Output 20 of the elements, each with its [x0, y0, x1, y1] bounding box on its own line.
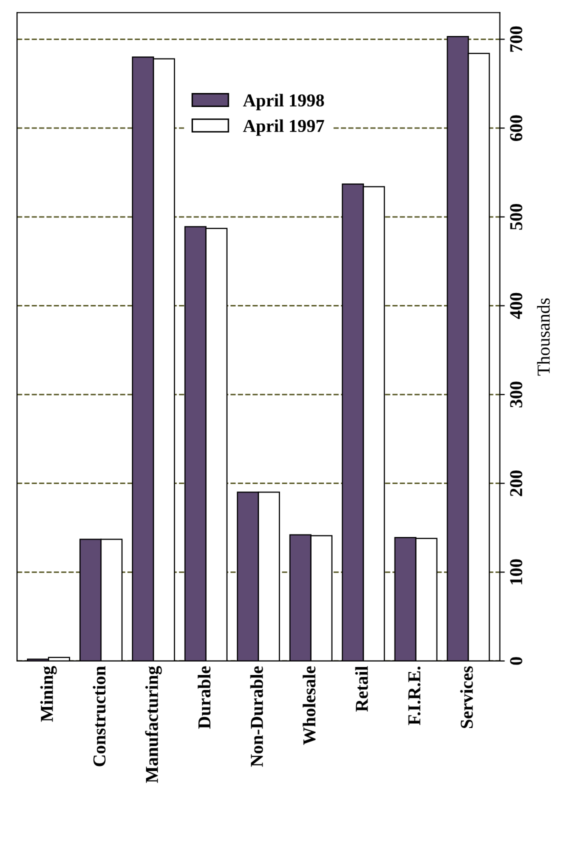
y-tick-label: 0 [510, 657, 522, 665]
x-tick-label: Services [460, 666, 473, 728]
y-axis-title: Thousands [537, 298, 550, 376]
x-tick-label: Durable [198, 666, 211, 729]
y-tick-label: 300 [510, 382, 522, 408]
x-tick-label: Non-Durable [250, 666, 263, 767]
y-tick-label: 200 [510, 470, 522, 496]
x-tick-label: F.I.R.E. [408, 666, 420, 726]
legend-label: April 1997 [243, 119, 324, 136]
y-tick-label: 500 [510, 204, 522, 230]
y-tick-label: 600 [510, 115, 522, 142]
y-tick-label: 400 [510, 292, 522, 320]
x-tick-label: Manufacturing [145, 666, 162, 783]
y-tick-label: 700 [510, 26, 522, 52]
legend-label: April 1998 [243, 94, 324, 110]
x-tick-label: Construction [92, 666, 106, 766]
x-tick-label: Retail [355, 666, 368, 712]
x-tick-label: Mining [40, 666, 57, 722]
x-tick-label: Wholesale [302, 666, 316, 745]
y-tick-label: 100 [510, 559, 522, 584]
